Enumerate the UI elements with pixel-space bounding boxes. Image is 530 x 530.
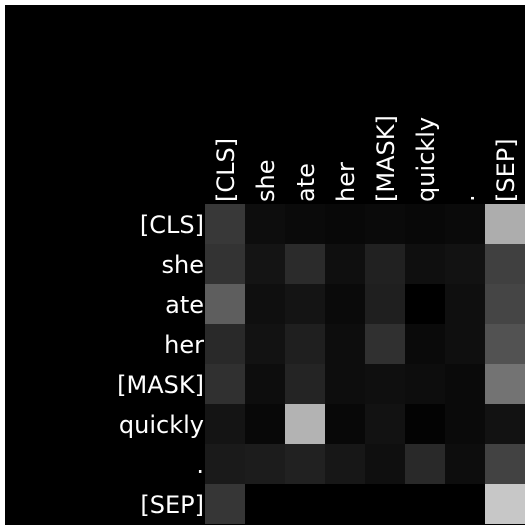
cell-her-period (445, 324, 485, 364)
cell-period-she (245, 444, 285, 484)
cell-she-mask (365, 244, 405, 284)
cell-she-sep (485, 244, 525, 284)
cell-sep-cls (205, 484, 245, 524)
cell-cls-sep (485, 204, 525, 244)
cell-period-cls (205, 444, 245, 484)
cell-sep-her (325, 484, 365, 524)
cell-her-mask (365, 324, 405, 364)
cell-quickly-sep (485, 404, 525, 444)
row-label-she: she (162, 251, 204, 279)
cell-quickly-her (325, 404, 365, 444)
cell-she-her (325, 244, 365, 284)
cell-cls-ate (285, 204, 325, 244)
cell-mask-period (445, 364, 485, 404)
cell-her-cls (205, 324, 245, 364)
cell-mask-her (325, 364, 365, 404)
cell-period-period (445, 444, 485, 484)
cell-her-she (245, 324, 285, 364)
cell-ate-sep (485, 284, 525, 324)
cell-quickly-ate (285, 404, 325, 444)
col-label-period: . (452, 194, 480, 202)
cell-period-quickly (405, 444, 445, 484)
row-label-cls: [CLS] (140, 211, 204, 239)
row-label-mask: [MASK] (117, 371, 204, 399)
col-label-sep: [SEP] (492, 138, 520, 202)
cell-she-ate (285, 244, 325, 284)
cell-cls-cls (205, 204, 245, 244)
cell-cls-mask (365, 204, 405, 244)
cell-period-sep (485, 444, 525, 484)
cell-her-sep (485, 324, 525, 364)
cell-mask-sep (485, 364, 525, 404)
cell-mask-mask (365, 364, 405, 404)
cell-mask-quickly (405, 364, 445, 404)
cell-ate-mask (365, 284, 405, 324)
col-label-her: her (332, 162, 360, 202)
cell-cls-period (445, 204, 485, 244)
row-label-sep: [SEP] (140, 491, 204, 519)
cell-cls-her (325, 204, 365, 244)
cell-she-cls (205, 244, 245, 284)
cell-sep-period (445, 484, 485, 524)
row-token-labels: [CLS] she ate her [MASK] quickly. [SEP] (117, 211, 204, 519)
cell-quickly-she (245, 404, 285, 444)
cell-sep-mask (365, 484, 405, 524)
cell-sep-she (245, 484, 285, 524)
cell-ate-she (245, 284, 285, 324)
row-label-quickly: quickly (119, 411, 204, 439)
cell-quickly-quickly (405, 404, 445, 444)
cell-she-quickly (405, 244, 445, 284)
heatmap-cells (205, 204, 525, 524)
cell-ate-her (325, 284, 365, 324)
cell-ate-cls (205, 284, 245, 324)
cell-mask-she (245, 364, 285, 404)
col-label-ate: ate (292, 163, 320, 202)
cell-mask-ate (285, 364, 325, 404)
cell-cls-quickly (405, 204, 445, 244)
cell-her-ate (285, 324, 325, 364)
cell-quickly-period (445, 404, 485, 444)
cell-ate-quickly (405, 284, 445, 324)
col-label-quickly: quickly (412, 117, 440, 202)
col-label-mask: [MASK] (372, 115, 400, 202)
row-label-ate: ate (165, 291, 204, 319)
column-token-labels: [CLS] she ate her [MASK] quickly. [SEP] (212, 115, 520, 202)
cell-sep-ate (285, 484, 325, 524)
cell-sep-quickly (405, 484, 445, 524)
col-label-cls: [CLS] (212, 138, 240, 202)
cell-she-she (245, 244, 285, 284)
row-label-her: her (164, 331, 204, 359)
cell-her-her (325, 324, 365, 364)
cell-quickly-cls (205, 404, 245, 444)
cell-ate-ate (285, 284, 325, 324)
cell-sep-sep (485, 484, 525, 524)
cell-she-period (445, 244, 485, 284)
cell-ate-period (445, 284, 485, 324)
cell-her-quickly (405, 324, 445, 364)
cell-quickly-mask (365, 404, 405, 444)
cell-period-ate (285, 444, 325, 484)
cell-mask-cls (205, 364, 245, 404)
col-label-she: she (252, 160, 280, 202)
cell-period-her (325, 444, 365, 484)
cell-cls-she (245, 204, 285, 244)
cell-period-mask (365, 444, 405, 484)
row-label-period: . (196, 451, 204, 479)
